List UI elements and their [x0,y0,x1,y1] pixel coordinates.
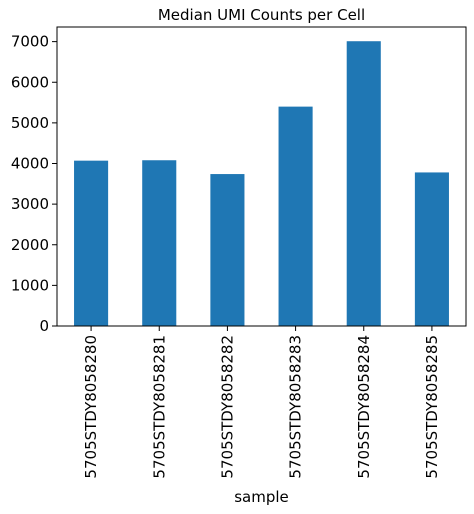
plot-frame [56,26,467,327]
bar-5705STDY8058280 [74,160,109,326]
chart-title: Median UMI Counts per Cell [158,6,365,24]
y-tick-label: 3000 [11,195,49,213]
y-tick-label: 7000 [11,33,49,51]
y-tick-label: 4000 [11,155,49,173]
bar-5705STDY8058284 [346,41,381,326]
y-tick-label: 5000 [11,114,49,132]
bar-5705STDY8058285 [414,172,449,326]
x-tick-label: 5705STDY8058285 [423,335,441,479]
x-tick-label: 5705STDY8058282 [218,335,236,479]
bar-5705STDY8058281 [142,160,177,326]
bar-5705STDY8058283 [278,106,313,326]
bars-group [74,41,449,326]
x-tick-label: 5705STDY8058284 [355,335,373,479]
bar-5705STDY8058282 [210,174,245,326]
y-tick-label: 2000 [11,236,49,254]
y-tick-label: 6000 [11,73,49,91]
x-tick-label: 5705STDY8058281 [150,335,168,479]
x-axis: 5705STDY8058280 5705STDY8058281 5705STDY80… [82,326,441,479]
x-axis-title: sample [234,488,289,506]
x-tick-label: 5705STDY8058283 [287,335,305,479]
y-tick-label: 1000 [11,276,49,294]
y-axis: 0 1000 2000 3000 4000 5000 6000 7000 [11,33,57,335]
y-tick-label: 0 [39,317,49,335]
x-tick-label: 5705STDY8058280 [82,335,100,479]
